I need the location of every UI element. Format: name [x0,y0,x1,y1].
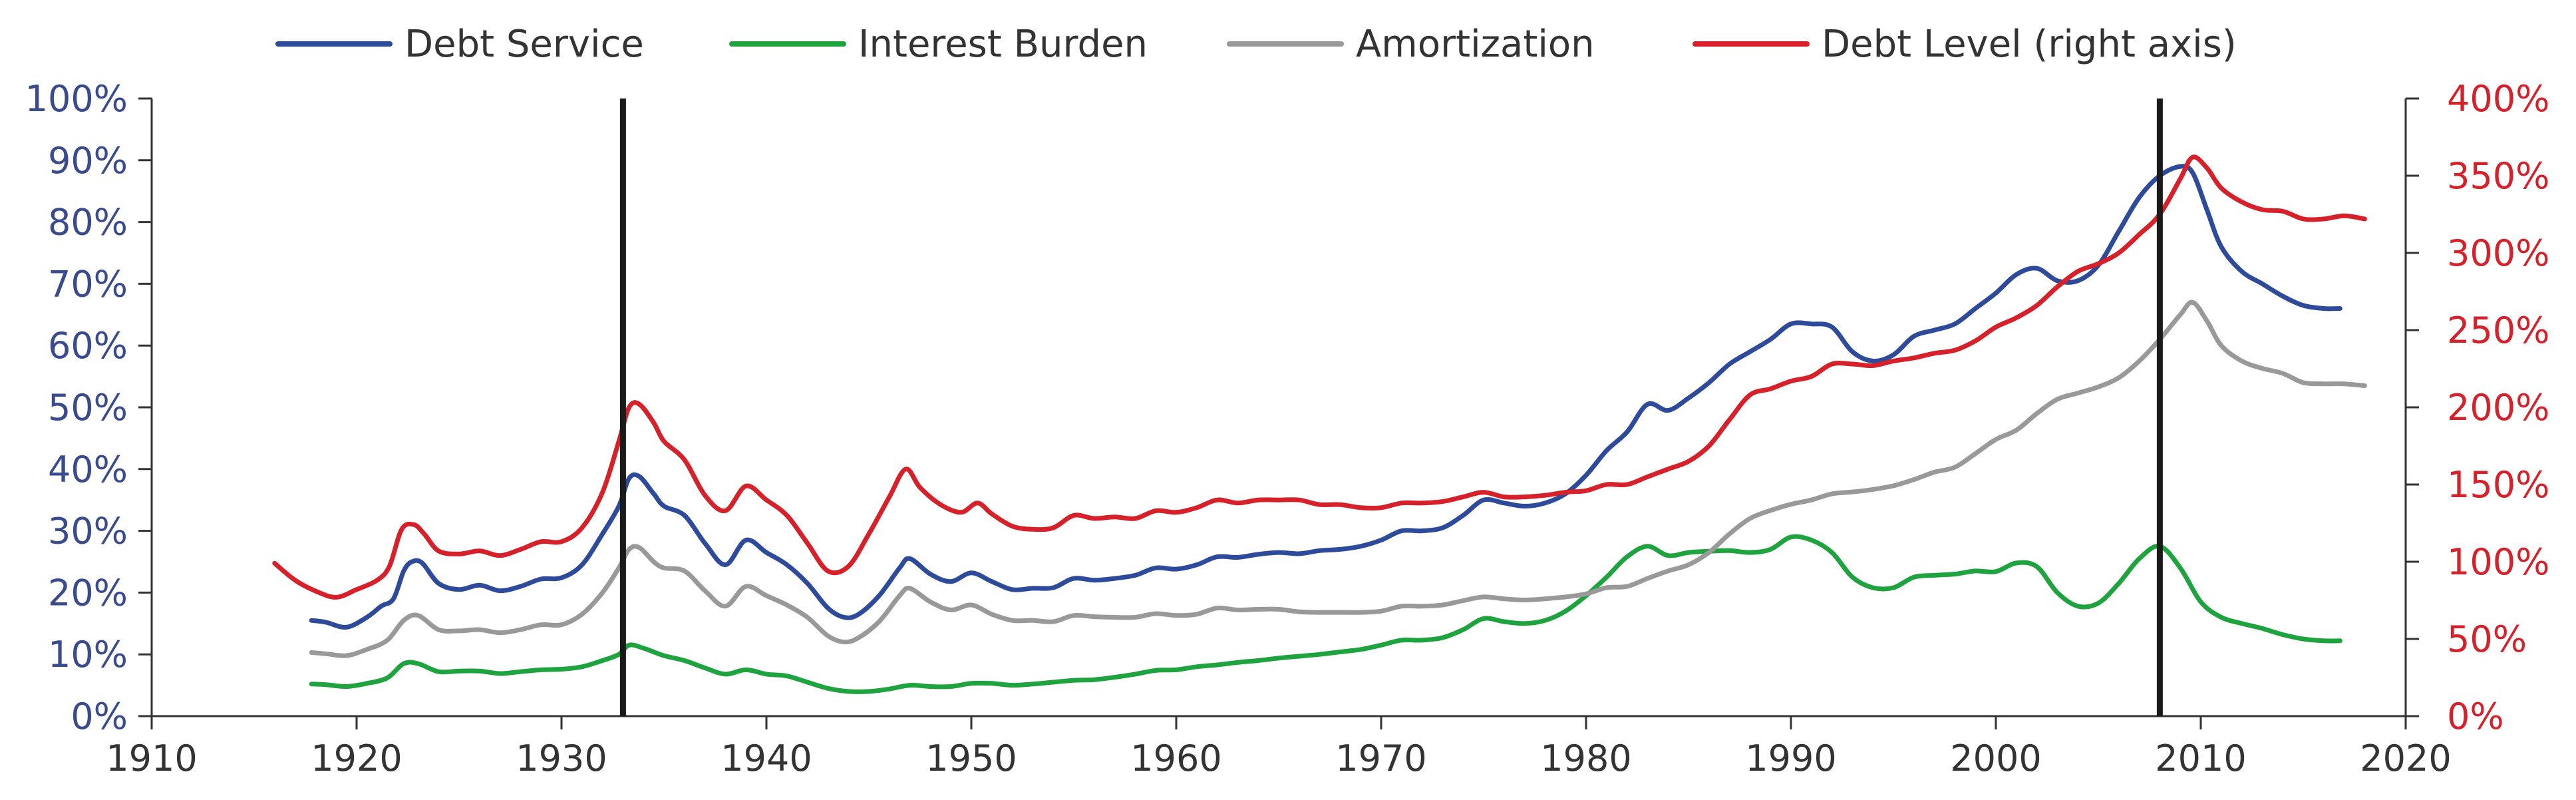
left-tick-label: 60% [48,325,128,367]
x-tick-label: 1910 [106,737,197,779]
series-layer [272,154,2367,694]
left-tick-label: 50% [48,387,128,429]
x-tick-label: 1960 [1130,737,1221,779]
legend-label-debt-level-right-axis: Debt Level (right axis) [1822,23,2237,66]
x-tick-label: 1980 [1540,737,1631,779]
left-tick-label: 90% [48,140,128,182]
right-tick-label: 250% [2447,309,2549,351]
left-tick-label: 80% [48,202,128,244]
left-tick-label: 70% [48,263,128,305]
right-tick-label: 400% [2447,78,2549,120]
x-tick-label: 1950 [925,737,1017,779]
left-tick-label: 10% [48,634,128,676]
left-tick-label: 20% [48,572,128,614]
x-axis: 1910 1920 1930 1940 1950 1960 1970 1980 1990 2000… [106,716,2452,779]
x-tick-label: 1970 [1335,737,1426,779]
right-tick-label: 300% [2447,232,2549,274]
right-tick-label: 150% [2447,464,2549,506]
legend-label-interest-burden: Interest Burden [858,23,1148,66]
left-tick-label: 40% [48,449,128,491]
x-tick-label: 1990 [1745,737,1836,779]
x-tick-label: 1920 [311,737,402,779]
legend: Debt Service Interest Burden Amortization D… [275,23,2237,66]
x-tick-label: 1930 [516,737,607,779]
left-tick-label: 0% [71,696,128,737]
x-tick-label: 2020 [2360,737,2451,779]
legend-label-debt-service: Debt Service [404,23,644,66]
left-axis: 0% 10% 20% 30% 40% 50% 60% 70% 80% 90% 100% [25,78,152,737]
series-line-debt-level-right-axis [272,154,2367,600]
left-tick-label: 30% [48,510,128,552]
series-line-amortization [309,300,2367,658]
series-line-debt-service [309,164,2342,630]
x-tick-label: 2000 [1950,737,2041,779]
x-tick-label: 2010 [2155,737,2246,779]
series-line-interest-burden [309,534,2342,694]
right-tick-label: 100% [2447,541,2549,583]
left-tick-label: 100% [25,78,128,120]
right-tick-label: 200% [2447,387,2549,429]
vertical-marker-layer [619,99,2163,716]
legend-label-amortization: Amortization [1356,23,1595,66]
right-tick-label: 0% [2447,696,2504,737]
right-tick-label: 350% [2447,155,2549,197]
right-tick-label: 50% [2447,618,2527,660]
plot-frame [150,99,2407,717]
x-tick-label: 1940 [721,737,812,779]
right-axis: 0% 50% 100% 150% 200% 250% 300% 350% 400% [2406,78,2549,737]
